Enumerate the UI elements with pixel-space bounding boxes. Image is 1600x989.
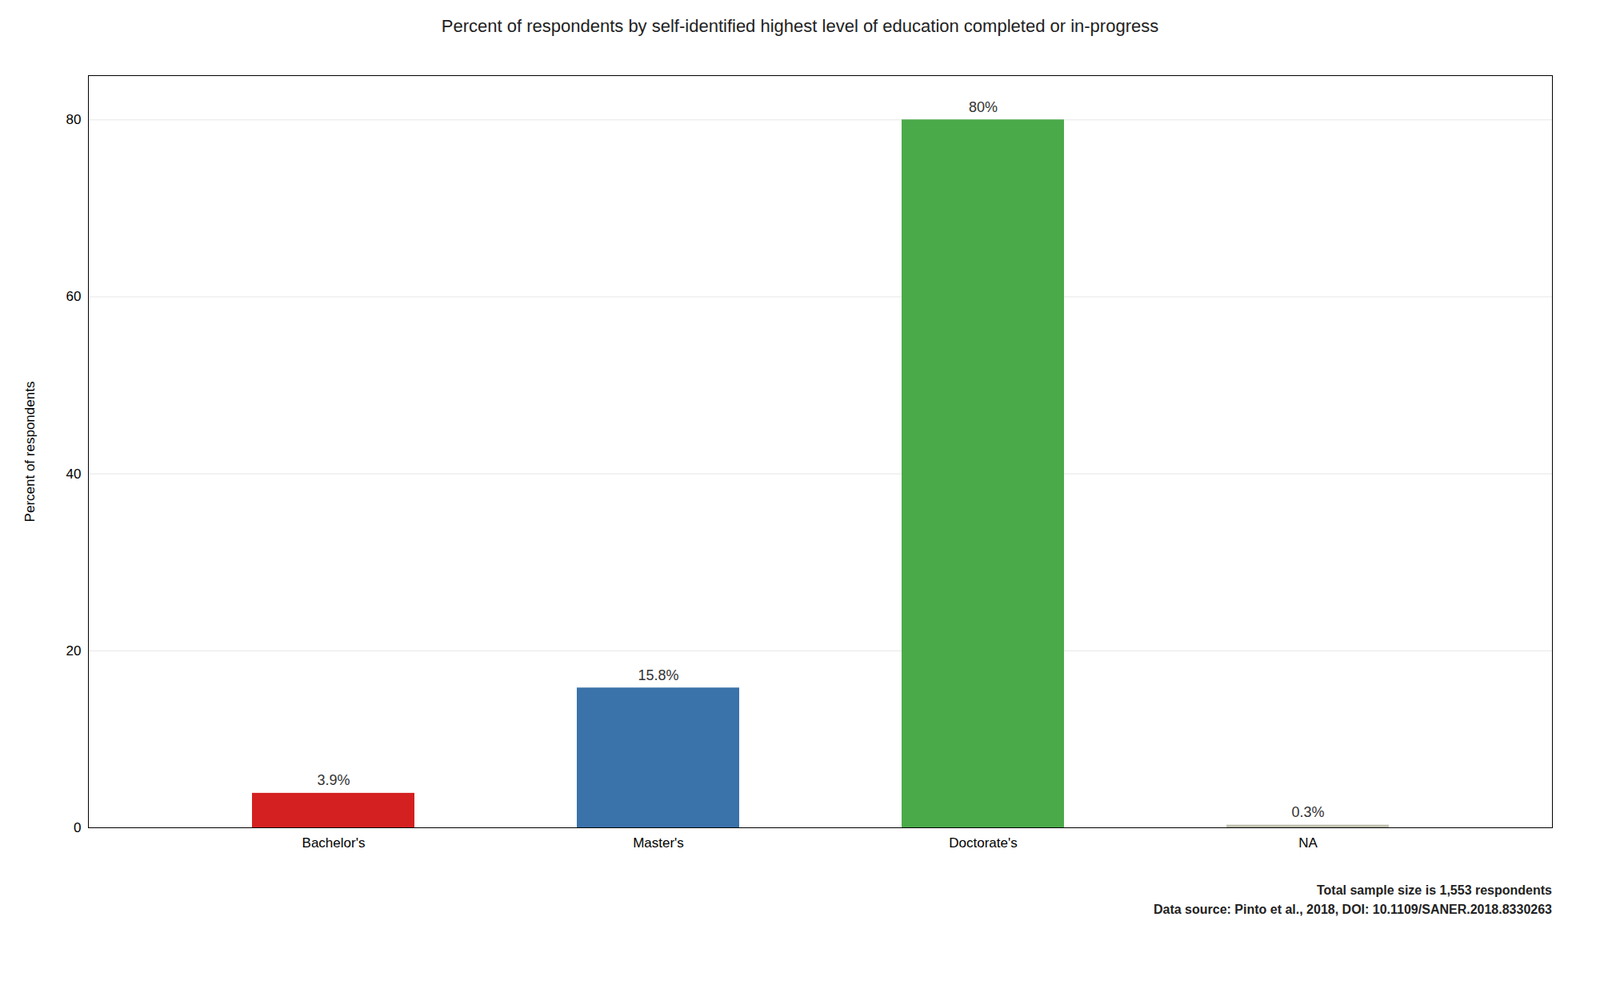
svg-text:0: 0 [73, 820, 81, 836]
html-text:Total sample size is 1,553 res: Total sample size is 1,553 respondents [1316, 883, 1552, 897]
svg-text:0.3%: 0.3% [1291, 804, 1324, 820]
svg-text:40: 40 [66, 466, 82, 482]
svg-text:Doctorate's: Doctorate's [948, 835, 1017, 851]
svg-text:80%: 80% [968, 99, 998, 116]
html-text:Data source: Pinto et al., 201: Data source: Pinto et al., 2018, DOI: 10… [1153, 902, 1552, 916]
svg-text:Percent of respondents: Percent of respondents [22, 381, 38, 523]
svg-text:3.9%: 3.9% [316, 772, 350, 788]
svg-text:Bachelor's: Bachelor's [302, 835, 366, 851]
svg-text:Master's: Master's [632, 835, 684, 851]
html-text:Percent of respondents by self: Percent of respondents by self-identifie… [441, 16, 1159, 36]
svg-text:20: 20 [66, 643, 82, 659]
svg-text:15.8%: 15.8% [637, 667, 679, 684]
svg-text:60: 60 [66, 288, 82, 304]
svg-text:NA: NA [1298, 835, 1318, 851]
svg-text:80: 80 [66, 112, 82, 128]
